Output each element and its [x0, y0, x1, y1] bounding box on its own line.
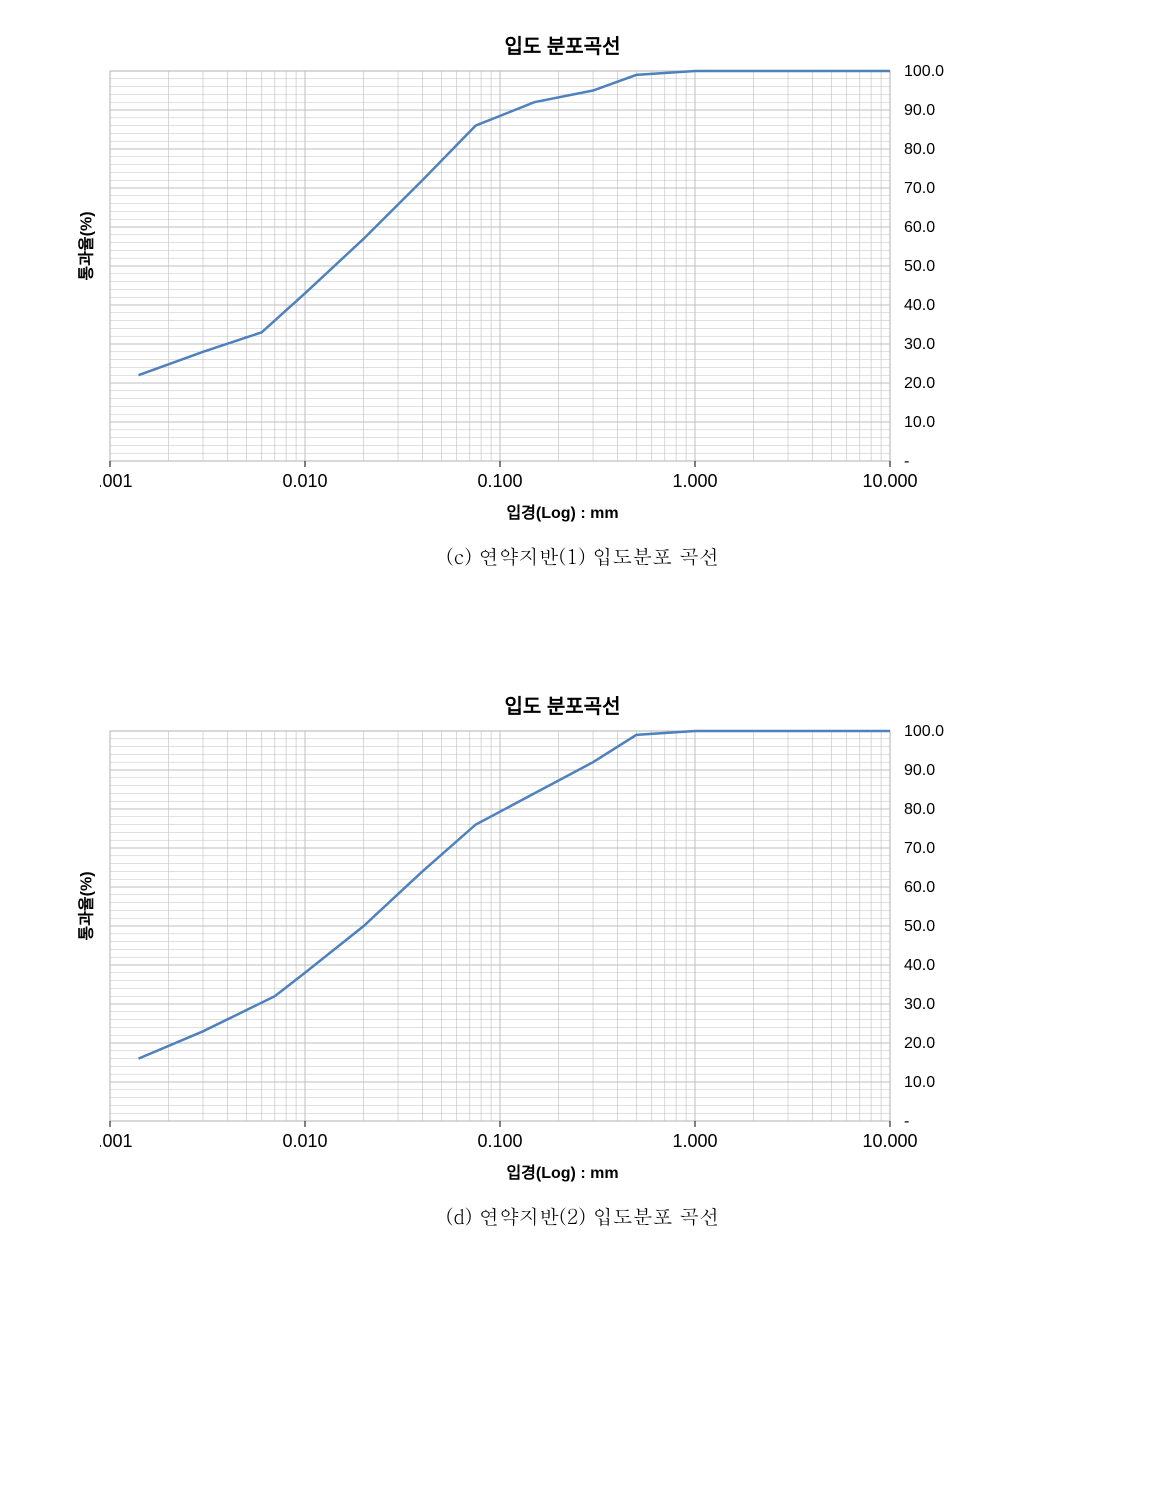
chart-svg: 0.001 0.010 0.100 1.000 10.000- 10.0 20.0 30.0 4… [100, 725, 1135, 1155]
chart-title: 입도 분포곡선 [0, 690, 1135, 719]
svg-text:10.0: 10.0 [904, 1074, 935, 1091]
svg-text:40.0: 40.0 [904, 957, 935, 974]
svg-text:0.001: 0.001 [100, 471, 133, 491]
chart-frame: 통과율(%) 0.0010.0100.1001.00010.000-10.020… [100, 65, 1135, 495]
chart-svg: 0.001 0.010 0.100 1.000 10.000- 10.0 20.0 30.0 4… [100, 65, 1135, 495]
svg-text:100.0: 100.0 [904, 65, 944, 80]
svg-text:30.0: 30.0 [904, 336, 935, 353]
svg-text:0.010: 0.010 [282, 471, 327, 491]
svg-text:70.0: 70.0 [904, 840, 935, 857]
x-axis-label: 입경(Log) : mm [0, 1159, 1135, 1183]
svg-text:40.0: 40.0 [904, 297, 935, 314]
y-axis-label: 통과율(%) [73, 211, 97, 280]
svg-text:0.010: 0.010 [282, 1131, 327, 1151]
svg-text:20.0: 20.0 [904, 1035, 935, 1052]
chart-frame: 통과율(%) 0.0010.0100.1001.00010.000-10.020… [100, 725, 1135, 1155]
svg-text:80.0: 80.0 [904, 801, 935, 818]
chart-title: 입도 분포곡선 [0, 30, 1135, 59]
chart-caption: (c) 연약지반(1) 입도분포 곡선 [30, 541, 1135, 570]
svg-text:0.100: 0.100 [477, 471, 522, 491]
svg-text:80.0: 80.0 [904, 141, 935, 158]
y-axis-label: 통과율(%) [73, 871, 97, 940]
svg-text:60.0: 60.0 [904, 879, 935, 896]
svg-text:-: - [904, 453, 909, 470]
svg-text:10.0: 10.0 [904, 414, 935, 431]
x-axis-label: 입경(Log) : mm [0, 499, 1135, 523]
svg-text:1.000: 1.000 [672, 471, 717, 491]
svg-text:10.000: 10.000 [862, 1131, 917, 1151]
svg-text:20.0: 20.0 [904, 375, 935, 392]
svg-text:50.0: 50.0 [904, 918, 935, 935]
svg-text:70.0: 70.0 [904, 180, 935, 197]
svg-text:1.000: 1.000 [672, 1131, 717, 1151]
svg-text:100.0: 100.0 [904, 725, 944, 740]
chart-caption: (d) 연약지반(2) 입도분포 곡선 [30, 1201, 1135, 1230]
chart-block: 입도 분포곡선 통과율(%) 0.0010.0100.1001.00010.00… [30, 690, 1135, 1230]
svg-text:0.100: 0.100 [477, 1131, 522, 1151]
svg-text:0.001: 0.001 [100, 1131, 133, 1151]
svg-text:30.0: 30.0 [904, 996, 935, 1013]
svg-text:60.0: 60.0 [904, 219, 935, 236]
svg-text:-: - [904, 1113, 909, 1130]
svg-text:50.0: 50.0 [904, 258, 935, 275]
chart-block: 입도 분포곡선 통과율(%) 0.0010.0100.1001.00010.00… [30, 30, 1135, 570]
svg-text:90.0: 90.0 [904, 102, 935, 119]
svg-text:90.0: 90.0 [904, 762, 935, 779]
svg-text:10.000: 10.000 [862, 471, 917, 491]
